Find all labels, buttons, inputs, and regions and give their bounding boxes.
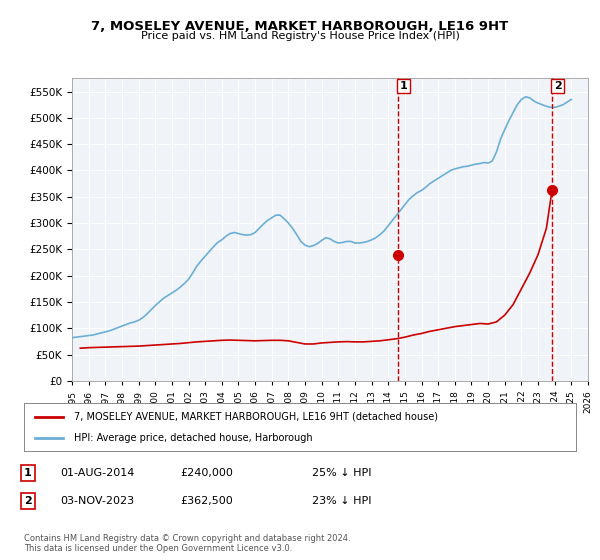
- Text: 23% ↓ HPI: 23% ↓ HPI: [312, 496, 371, 506]
- Text: 2: 2: [24, 496, 32, 506]
- Text: 03-NOV-2023: 03-NOV-2023: [60, 496, 134, 506]
- Text: 7, MOSELEY AVENUE, MARKET HARBOROUGH, LE16 9HT (detached house): 7, MOSELEY AVENUE, MARKET HARBOROUGH, LE…: [74, 412, 437, 422]
- Text: 25% ↓ HPI: 25% ↓ HPI: [312, 468, 371, 478]
- Text: 1: 1: [400, 81, 407, 91]
- Text: 7, MOSELEY AVENUE, MARKET HARBOROUGH, LE16 9HT: 7, MOSELEY AVENUE, MARKET HARBOROUGH, LE…: [91, 20, 509, 32]
- Text: HPI: Average price, detached house, Harborough: HPI: Average price, detached house, Harb…: [74, 433, 313, 443]
- Text: £362,500: £362,500: [180, 496, 233, 506]
- Text: 2: 2: [554, 81, 562, 91]
- Text: 1: 1: [24, 468, 32, 478]
- Text: Price paid vs. HM Land Registry's House Price Index (HPI): Price paid vs. HM Land Registry's House …: [140, 31, 460, 41]
- Text: 01-AUG-2014: 01-AUG-2014: [60, 468, 134, 478]
- Text: Contains HM Land Registry data © Crown copyright and database right 2024.
This d: Contains HM Land Registry data © Crown c…: [24, 534, 350, 553]
- Text: £240,000: £240,000: [180, 468, 233, 478]
